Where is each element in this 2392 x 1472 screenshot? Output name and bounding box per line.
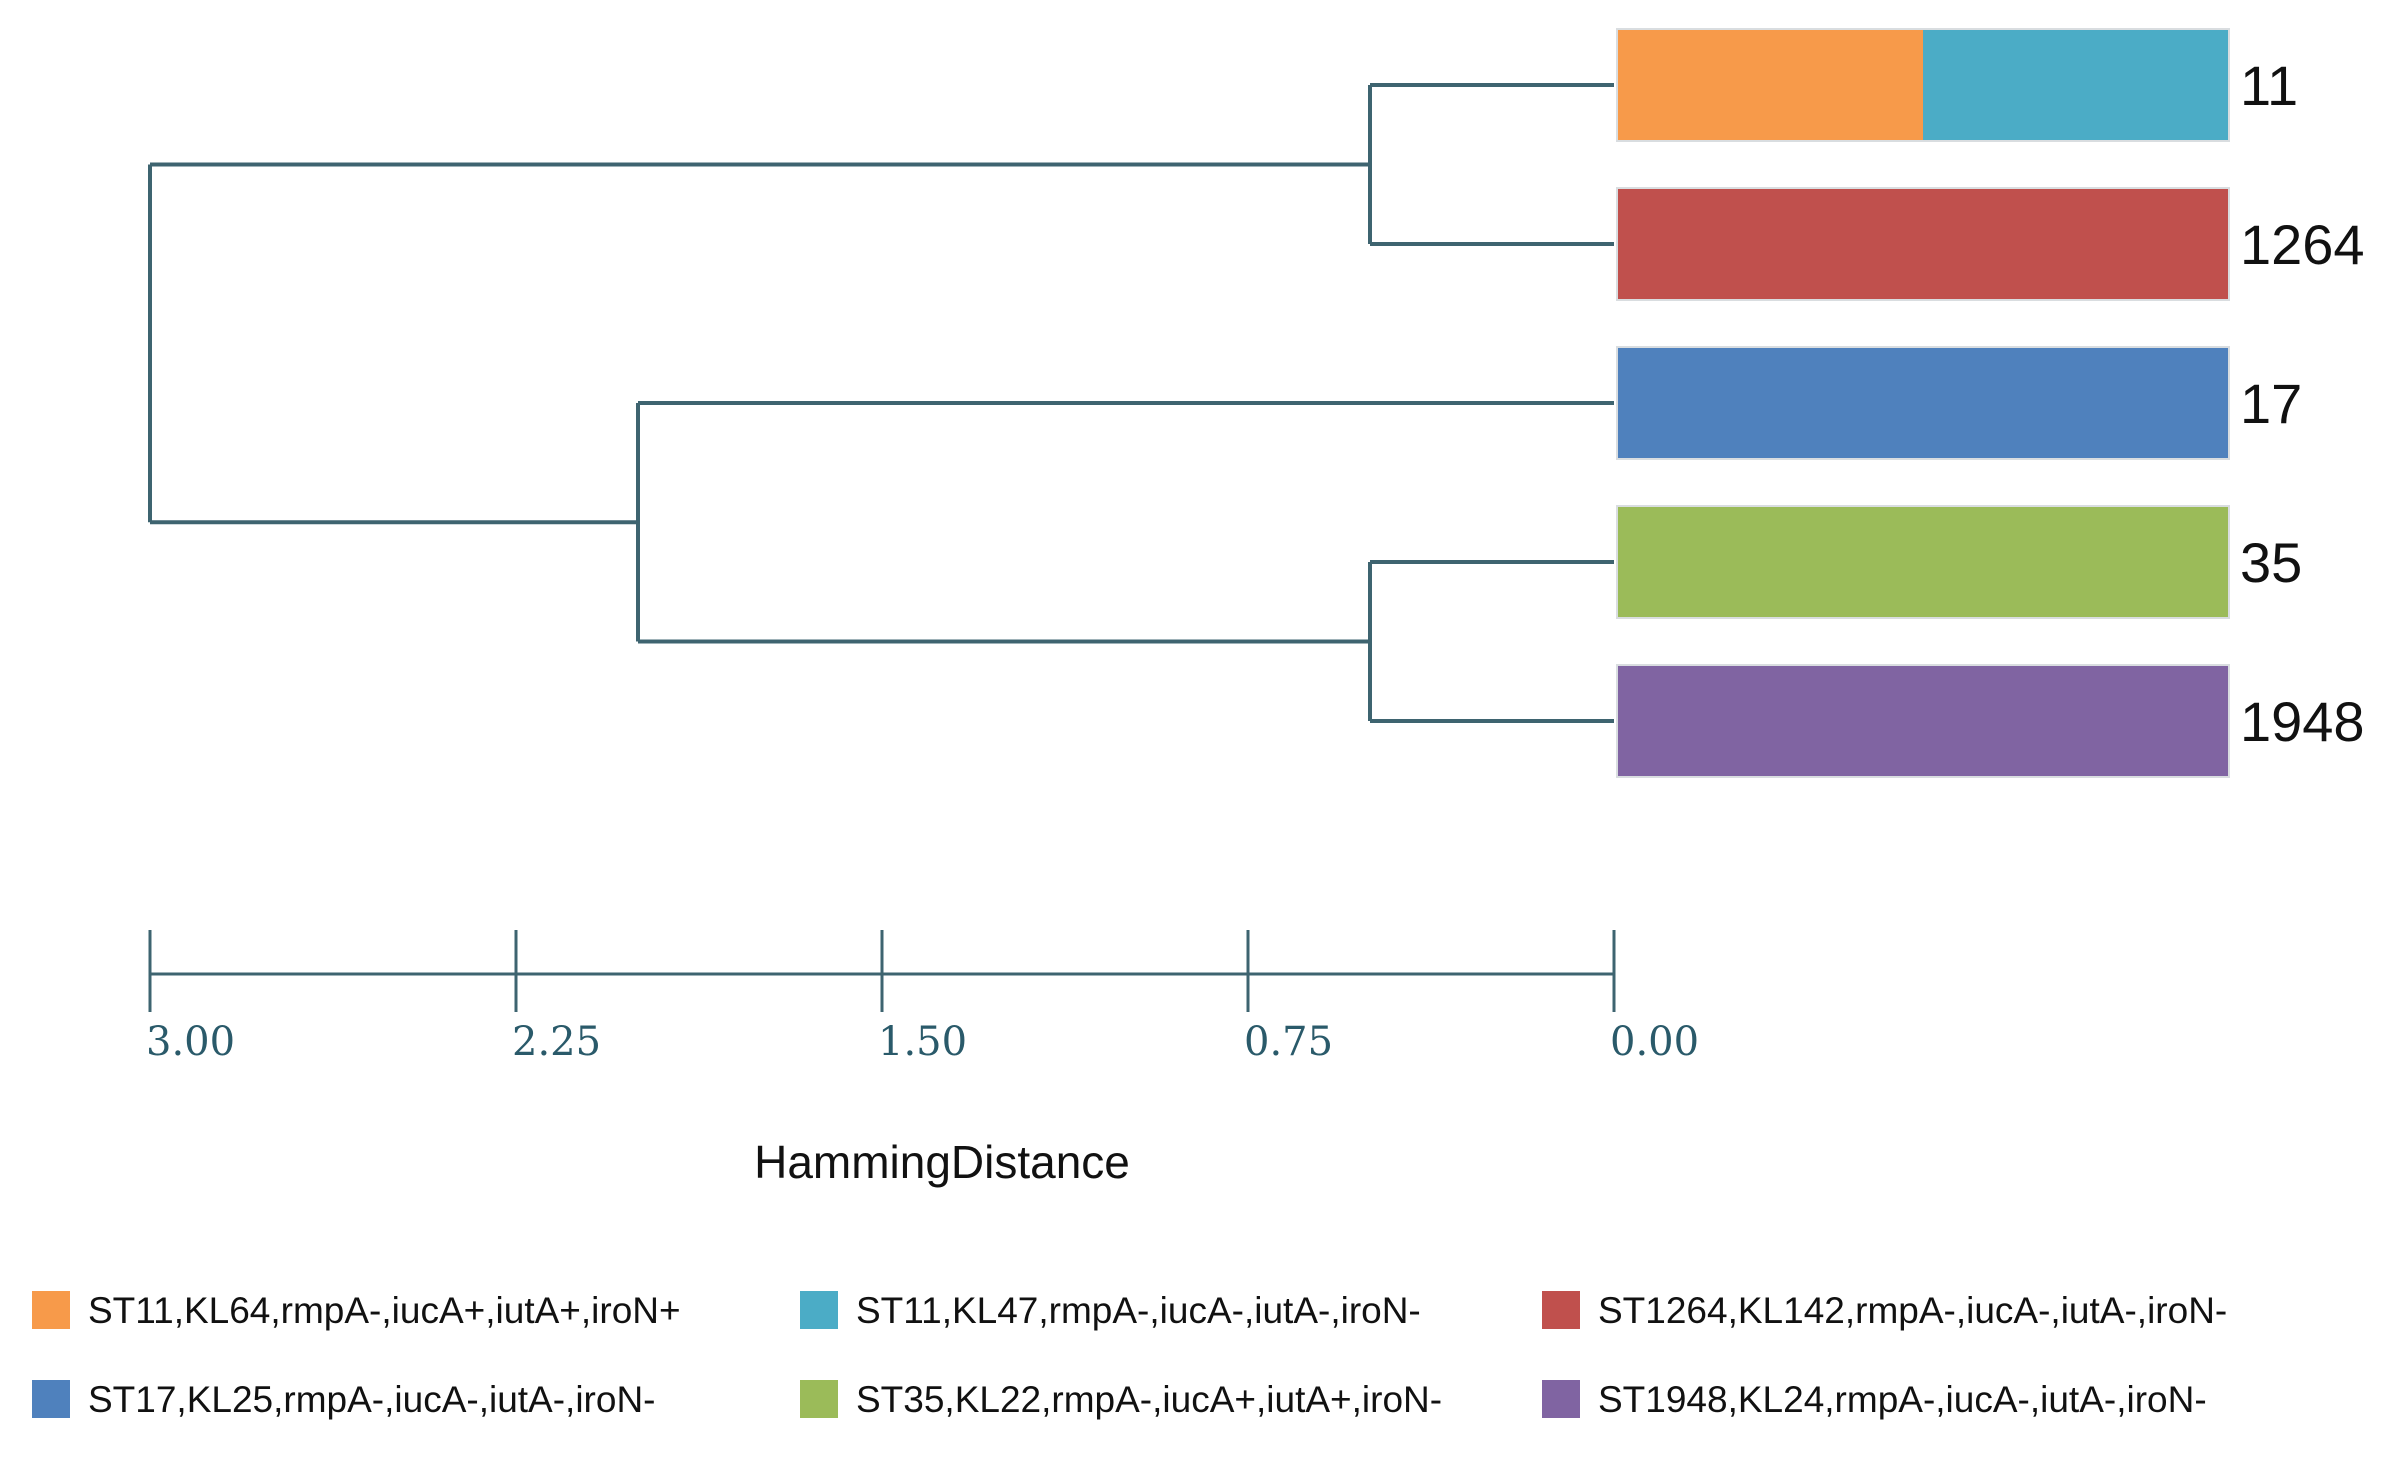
legend-label-1: ST11,KL64,rmpA-,iucA+,iutA+,iroN+ (88, 1290, 681, 1331)
legend: ST11,KL64,rmpA-,iucA+,iutA+,iroN+ ST11,KL… (32, 1290, 2227, 1420)
x-tick-label-0.00: 0.00 (1610, 1019, 1699, 1065)
bar-segment-11-1 (1617, 29, 1923, 141)
bar-outline-35 (1616, 505, 2230, 619)
distance-axis: 3.00 2.25 1.50 0.75 0.00 (146, 930, 1699, 1065)
bar-outline-11 (1616, 28, 2230, 142)
legend-swatch-4 (32, 1380, 70, 1418)
profile-bars: 11 1264 17 35 1948 (1616, 28, 2365, 778)
leaf-label-11: 11 (2240, 54, 2298, 117)
leaf-label-1948: 1948 (2240, 690, 2365, 753)
legend-label-5: ST35,KL22,rmpA-,iucA+,iutA+,iroN- (856, 1379, 1442, 1420)
leaf-label-17: 17 (2240, 372, 2302, 435)
x-tick-label-0.75: 0.75 (1244, 1019, 1333, 1065)
leaf-label-35: 35 (2240, 531, 2302, 594)
leaf-label-1264: 1264 (2240, 213, 2365, 276)
legend-swatch-1 (32, 1291, 70, 1329)
legend-label-4: ST17,KL25,rmpA-,iucA-,iutA-,iroN- (88, 1379, 656, 1420)
legend-swatch-3 (1542, 1291, 1580, 1329)
x-tick-label-1.50: 1.50 (878, 1019, 967, 1065)
legend-label-2: ST11,KL47,rmpA-,iucA-,iutA-,iroN- (856, 1290, 1421, 1331)
legend-label-3: ST1264,KL142,rmpA-,iucA-,iutA-,iroN- (1598, 1290, 2227, 1331)
bar-outline-1948 (1616, 664, 2230, 778)
legend-swatch-5 (800, 1380, 838, 1418)
x-tick-label-2.25: 2.25 (512, 1019, 601, 1065)
bar-segment-1264-1 (1617, 188, 2229, 300)
bar-segment-1948-1 (1617, 665, 2229, 777)
bar-segment-17-1 (1617, 347, 2229, 459)
legend-swatch-2 (800, 1291, 838, 1329)
legend-label-6: ST1948,KL24,rmpA-,iucA-,iutA-,iroN- (1598, 1379, 2207, 1420)
legend-swatch-6 (1542, 1380, 1580, 1418)
x-tick-label-3.00: 3.00 (146, 1019, 235, 1065)
bar-segment-11-2 (1923, 29, 2229, 141)
bar-outline-1264 (1616, 187, 2230, 301)
bar-outline-17 (1616, 346, 2230, 460)
bar-segment-35-1 (1617, 506, 2229, 618)
x-axis-title: HammingDistance (754, 1136, 1130, 1188)
dendrogram-tree (148, 83, 1614, 723)
